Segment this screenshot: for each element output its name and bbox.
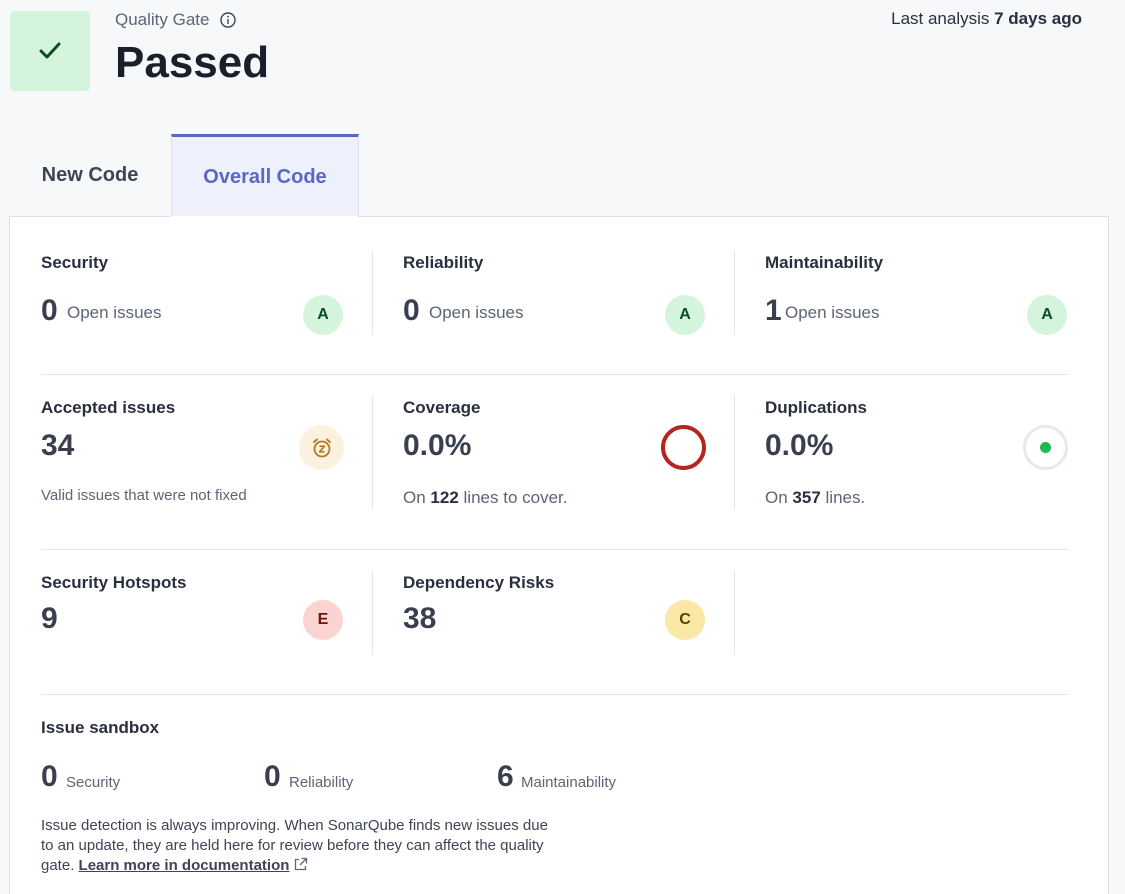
duplications-lines-suffix: lines. [825, 488, 866, 507]
issue-sandbox-title: Issue sandbox [41, 718, 160, 737]
panel-border [358, 216, 1109, 217]
dependency-risks-rating-badge[interactable]: C [665, 600, 705, 640]
sandbox-security-value[interactable]: 0 [41, 760, 58, 793]
divider [41, 549, 1068, 550]
divider [372, 395, 373, 510]
reliability-title[interactable]: Reliability [403, 253, 484, 272]
issue-sandbox-note: Issue detection is always improving. Whe… [41, 816, 551, 876]
accepted-issues-description: Valid issues that were not fixed [41, 487, 247, 504]
last-analysis-value: 7 days ago [994, 9, 1082, 28]
duplications-dot-icon [1023, 425, 1068, 470]
dependency-risks-title[interactable]: Dependency Risks [403, 573, 555, 592]
security-title[interactable]: Security [41, 253, 109, 272]
snooze-alarm-icon [299, 425, 344, 470]
sandbox-maintainability-label: Maintainability [521, 774, 617, 791]
last-analysis-prefix: Last analysis [891, 9, 990, 28]
divider [372, 250, 373, 335]
duplications-lines-prefix: On [765, 488, 788, 507]
panel-border [9, 216, 171, 217]
documentation-link[interactable]: Learn more in documentation [79, 857, 309, 874]
duplications-lines-count[interactable]: 357 [792, 488, 821, 507]
accepted-issues-title[interactable]: Accepted issues [41, 398, 176, 417]
security-value[interactable]: 0 [41, 294, 58, 327]
tab-new-code[interactable]: New Code [10, 134, 170, 217]
check-icon [39, 42, 61, 59]
security-hotspots-value[interactable]: 9 [41, 602, 58, 635]
quality-gate-label-text: Quality Gate [115, 10, 210, 29]
duplications-lines: On 357 lines. [765, 488, 865, 508]
security-rating-badge[interactable]: A [303, 295, 343, 335]
quality-gate-label: Quality Gate [115, 10, 236, 30]
duplications-title[interactable]: Duplications [765, 398, 868, 417]
coverage-lines-count[interactable]: 122 [430, 488, 459, 507]
sandbox-reliability-value[interactable]: 0 [264, 760, 281, 793]
accepted-issues-value[interactable]: 34 [41, 429, 75, 462]
tab-overall-code[interactable]: Overall Code [171, 134, 359, 217]
coverage-lines: On 122 lines to cover. [403, 488, 567, 508]
info-icon[interactable] [219, 12, 236, 28]
coverage-title[interactable]: Coverage [403, 398, 481, 417]
coverage-ring-icon [661, 425, 706, 470]
coverage-lines-prefix: On [403, 488, 426, 507]
documentation-link-label[interactable]: Learn more in documentation [78, 857, 290, 874]
quality-gate-status: Passed [115, 38, 270, 87]
dependency-risks-value[interactable]: 38 [403, 602, 437, 635]
divider [734, 570, 735, 655]
last-analysis: Last analysis 7 days ago [891, 9, 1082, 29]
coverage-lines-suffix: lines to cover. [463, 488, 568, 507]
sandbox-security-label: Security [66, 774, 121, 791]
security-unit: Open issues [67, 303, 162, 322]
divider [734, 395, 735, 510]
issue-sandbox-note-text: Issue detection is always improving. Whe… [41, 817, 548, 874]
divider [734, 250, 735, 335]
security-hotspots-rating-badge[interactable]: E [303, 600, 343, 640]
divider [372, 570, 373, 655]
external-link-icon[interactable] [293, 857, 308, 872]
maintainability-title[interactable]: Maintainability [765, 253, 884, 272]
sandbox-reliability-label: Reliability [289, 774, 354, 791]
divider [41, 374, 1068, 375]
sandbox-maintainability-value[interactable]: 6 [497, 760, 514, 793]
reliability-rating-badge[interactable]: A [665, 295, 705, 335]
quality-gate-status-box [10, 11, 90, 91]
coverage-value[interactable]: 0.0% [403, 429, 472, 462]
duplications-value[interactable]: 0.0% [765, 429, 834, 462]
maintainability-value[interactable]: 1 [765, 294, 782, 327]
divider [41, 694, 1068, 695]
security-hotspots-title[interactable]: Security Hotspots [41, 573, 187, 592]
maintainability-unit: Open issues [785, 303, 880, 322]
maintainability-rating-badge[interactable]: A [1027, 295, 1067, 335]
reliability-unit: Open issues [429, 303, 524, 322]
reliability-value[interactable]: 0 [403, 294, 420, 327]
overall-code-panel [9, 216, 1109, 894]
